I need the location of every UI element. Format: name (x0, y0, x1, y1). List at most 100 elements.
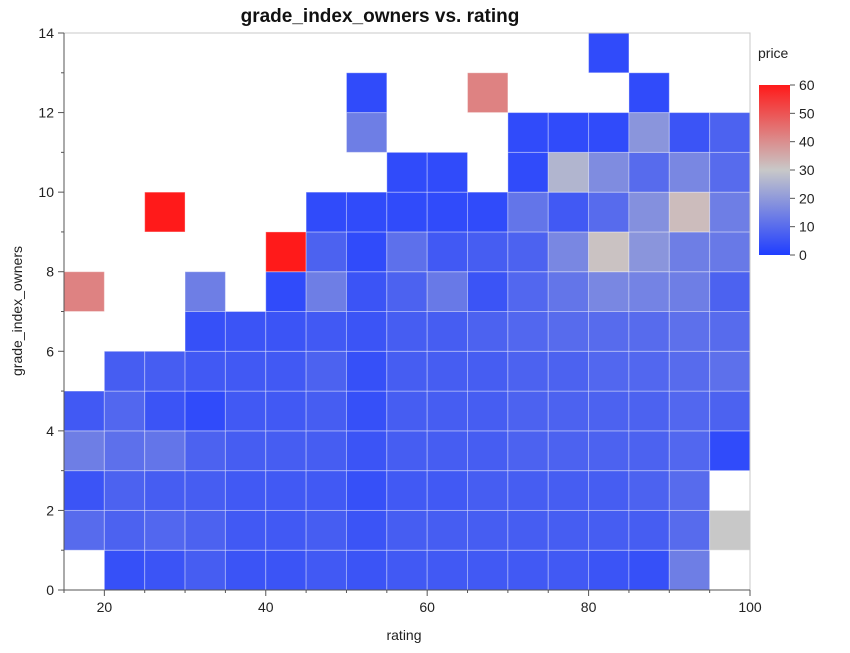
heatmap-cell (467, 549, 509, 591)
heatmap-cell (709, 271, 751, 313)
heatmap-cell (305, 231, 347, 273)
heatmap-cell (628, 191, 670, 233)
heatmap-cell (426, 390, 469, 432)
heatmap-cell (386, 430, 428, 472)
heatmap-cell (507, 191, 549, 233)
heatmap-cell (668, 350, 711, 392)
heatmap-cell (628, 72, 670, 114)
heatmap-cell (265, 311, 307, 352)
heatmap-cell (547, 151, 590, 193)
heatmap-cell (265, 390, 307, 432)
heatmap-cell (305, 311, 347, 352)
heatmap-cell (305, 191, 347, 233)
heatmap-cell (103, 390, 146, 432)
heatmap-cell (345, 231, 388, 273)
heatmap-cell (588, 509, 630, 551)
legend-tick-label: 40 (799, 134, 815, 150)
heatmap-cell (588, 430, 630, 472)
heatmap-cell (668, 390, 711, 432)
heatmap-cell (628, 350, 670, 392)
x-tick-label: 80 (581, 599, 597, 615)
heatmap-cell (426, 151, 469, 193)
heatmap-cell (386, 390, 428, 432)
heatmap-cell (467, 72, 509, 114)
heatmap-cell (386, 311, 428, 352)
heatmap-cell (709, 390, 751, 432)
heatmap-cell (588, 151, 630, 193)
axes: 20 40 60 80 100 0 2 4 6 8 10 12 14 (38, 25, 761, 615)
heatmap-cell (184, 350, 226, 392)
heatmap-cell (628, 271, 670, 313)
heatmap-cell (265, 350, 307, 392)
heatmap-cell (628, 112, 670, 153)
heatmap-cell (345, 549, 388, 591)
heatmap-cell (709, 151, 751, 193)
x-tick-label: 20 (97, 599, 113, 615)
heatmap-cell (588, 191, 630, 233)
heatmap-cell (144, 549, 186, 591)
legend-tick-label: 10 (799, 219, 815, 235)
heatmap-cell (386, 350, 428, 392)
heatmap-cell (709, 350, 751, 392)
heatmap-cell (507, 430, 549, 472)
heatmap-cell (426, 470, 469, 511)
heatmap-cell (386, 151, 428, 193)
heatmap-cell (507, 390, 549, 432)
heatmap-cell (265, 470, 307, 511)
heatmap-cell (588, 271, 630, 313)
heatmap-cell (467, 231, 509, 273)
heatmap-cell (709, 112, 751, 153)
legend-tick-label: 20 (799, 190, 815, 206)
heatmap-cell (305, 549, 347, 591)
heatmap-cell (628, 470, 670, 511)
y-tick-label: 0 (46, 582, 54, 598)
heatmap-cell (547, 430, 590, 472)
heatmap-cell (345, 390, 388, 432)
heatmap-cell (588, 311, 630, 352)
heatmap-cell (63, 390, 105, 432)
legend-tick-label: 30 (799, 162, 815, 178)
heatmap-cell (507, 311, 549, 352)
heatmap-cell (265, 430, 307, 472)
heatmap-cell (184, 549, 226, 591)
heatmap-cell (386, 191, 428, 233)
heatmap-cell (184, 470, 226, 511)
heatmap-cell (547, 271, 590, 313)
heatmap-cell (588, 32, 630, 74)
heatmap-cell (426, 191, 469, 233)
heatmap-cell (668, 311, 711, 352)
y-tick-label: 8 (46, 264, 54, 280)
heatmap-cell (668, 112, 711, 153)
heatmap-cell (507, 509, 549, 551)
heatmap-cell (668, 509, 711, 551)
heatmap-cell (547, 112, 590, 153)
x-axis-label: rating (386, 627, 421, 643)
heatmap-cell (386, 470, 428, 511)
heatmap-cell (265, 549, 307, 591)
heatmap-cell (144, 390, 186, 432)
heatmap-cell (63, 430, 105, 472)
heatmap-cell (426, 549, 469, 591)
heatmap-cell (668, 271, 711, 313)
heatmap-cell (547, 549, 590, 591)
heatmap-cell (345, 271, 388, 313)
heatmap-cell (507, 112, 549, 153)
heatmap-cell (103, 430, 146, 472)
heatmap-cell (426, 271, 469, 313)
heatmap-cell (426, 509, 469, 551)
heatmap-cell (547, 350, 590, 392)
heatmap-cell (63, 509, 105, 551)
heatmap-cell (588, 231, 630, 273)
heatmap-cell (588, 390, 630, 432)
heatmap-cell (386, 509, 428, 551)
heatmap-cell (668, 549, 711, 591)
heatmap-cell (386, 549, 428, 591)
heatmap-cell (547, 191, 590, 233)
heatmap-cell (345, 72, 388, 114)
heatmap-cell (224, 311, 267, 352)
heatmap-cell (628, 151, 670, 193)
heatmap-cell (668, 430, 711, 472)
heatmap-cell (628, 549, 670, 591)
heatmap-cell (103, 470, 146, 511)
y-tick-label: 14 (38, 25, 54, 41)
